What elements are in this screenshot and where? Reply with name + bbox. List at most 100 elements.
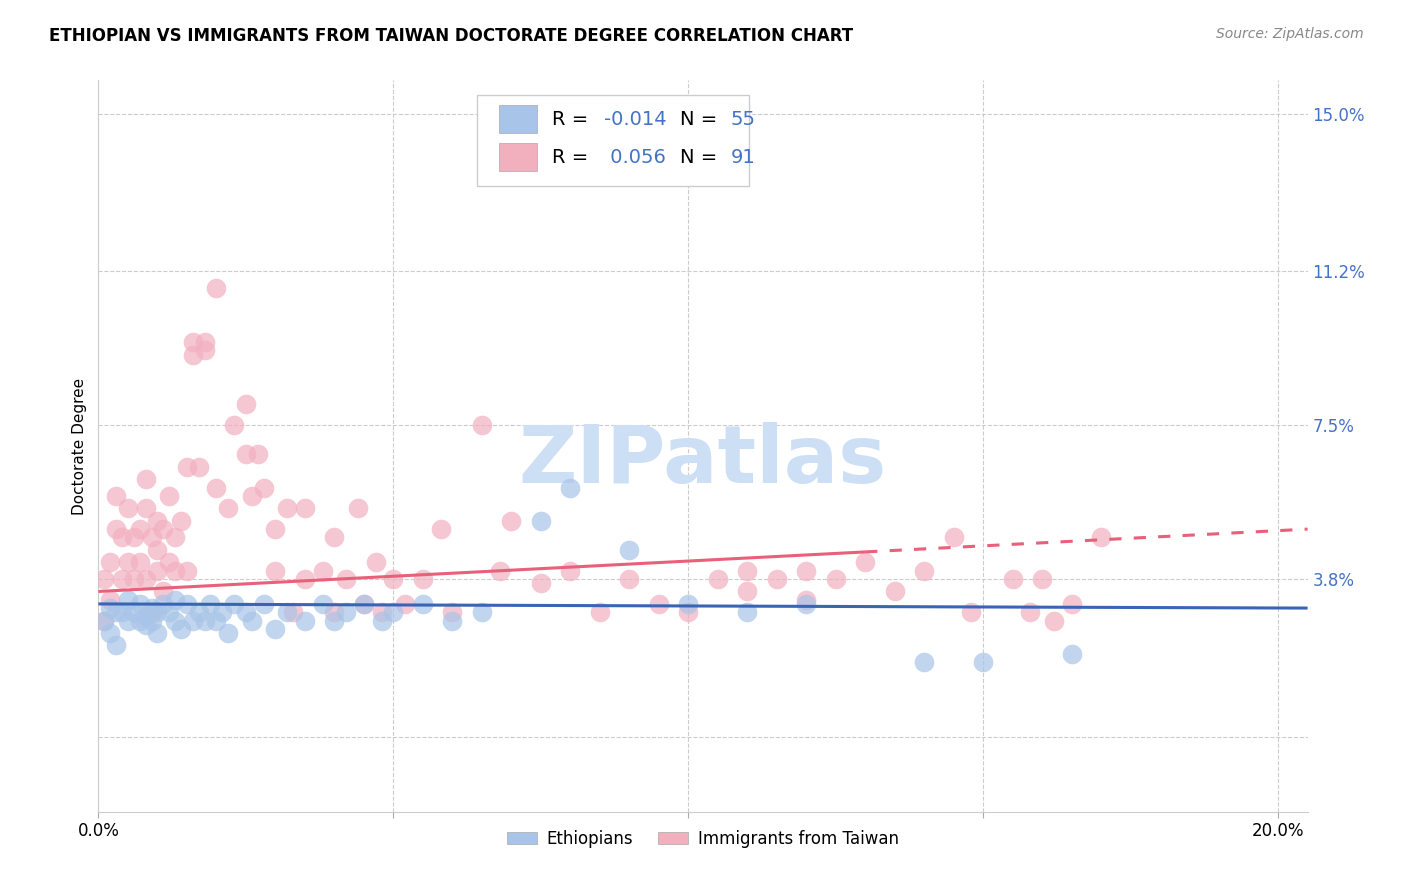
Point [1019, 605, 1042, 619]
Point [128, 597, 150, 611]
Point [98, 592, 121, 607]
Point [170, 514, 193, 528]
Point [194, 614, 217, 628]
Point [170, 622, 193, 636]
Point [165, 564, 187, 578]
FancyBboxPatch shape [499, 144, 537, 171]
Text: R =: R = [551, 110, 595, 128]
Point [217, 501, 239, 516]
Point [471, 418, 494, 433]
Point [412, 572, 434, 586]
Point [281, 605, 304, 619]
Point [619, 572, 641, 586]
Point [972, 655, 994, 669]
Point [912, 655, 935, 669]
Point [960, 605, 983, 619]
Point [1031, 572, 1053, 586]
Point [794, 597, 817, 611]
Point [141, 614, 163, 628]
Point [93, 614, 115, 628]
Point [264, 564, 287, 578]
Text: -0.014: -0.014 [603, 110, 666, 128]
Point [141, 530, 163, 544]
Point [105, 605, 128, 619]
Point [883, 584, 905, 599]
Point [157, 605, 180, 619]
Point [370, 605, 392, 619]
Point [146, 542, 169, 557]
Point [678, 597, 700, 611]
Point [1001, 572, 1024, 586]
Point [264, 622, 287, 636]
Point [105, 489, 128, 503]
Point [735, 564, 758, 578]
Point [141, 605, 163, 619]
Point [111, 572, 134, 586]
Point [323, 605, 346, 619]
Point [165, 614, 187, 628]
Point [111, 605, 134, 619]
Point [794, 564, 817, 578]
Point [176, 459, 198, 474]
Point [323, 530, 346, 544]
Point [135, 501, 157, 516]
Point [181, 335, 204, 350]
Point [98, 601, 121, 615]
Point [530, 514, 553, 528]
Text: 0.056: 0.056 [603, 147, 665, 167]
Point [942, 530, 965, 544]
Text: N =: N = [681, 147, 724, 167]
Text: Source: ZipAtlas.com: Source: ZipAtlas.com [1216, 27, 1364, 41]
Point [235, 397, 257, 411]
Point [98, 555, 121, 569]
Point [347, 501, 370, 516]
Point [235, 447, 257, 461]
Point [135, 617, 157, 632]
Point [152, 522, 174, 536]
Point [488, 564, 510, 578]
Point [335, 605, 357, 619]
Point [135, 609, 157, 624]
Point [128, 614, 150, 628]
Point [335, 572, 357, 586]
Point [240, 614, 263, 628]
Point [217, 626, 239, 640]
Point [294, 501, 316, 516]
Point [240, 489, 263, 503]
Point [128, 522, 150, 536]
Point [152, 597, 174, 611]
Point [560, 481, 582, 495]
Point [122, 572, 145, 586]
Point [264, 522, 287, 536]
Point [252, 481, 274, 495]
Point [294, 614, 316, 628]
Point [93, 614, 115, 628]
Point [706, 572, 728, 586]
Point [176, 564, 198, 578]
Point [122, 530, 145, 544]
Point [117, 555, 139, 569]
Point [93, 572, 115, 586]
Point [122, 605, 145, 619]
Point [117, 592, 139, 607]
Point [146, 514, 169, 528]
Point [105, 639, 128, 653]
Point [824, 572, 846, 586]
Point [141, 601, 163, 615]
Text: R =: R = [551, 147, 595, 167]
Point [194, 335, 217, 350]
Point [111, 530, 134, 544]
Point [135, 572, 157, 586]
Point [471, 605, 494, 619]
Point [187, 459, 209, 474]
Point [276, 605, 298, 619]
Point [853, 555, 876, 569]
Point [146, 564, 169, 578]
Point [98, 626, 121, 640]
Point [429, 522, 451, 536]
Point [589, 605, 612, 619]
Point [560, 564, 582, 578]
Point [205, 481, 228, 495]
Point [128, 555, 150, 569]
Point [619, 542, 641, 557]
